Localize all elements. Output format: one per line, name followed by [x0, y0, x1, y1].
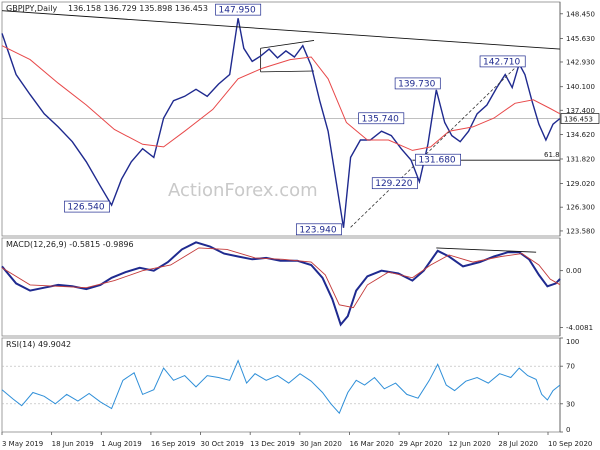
series-macd-line	[1, 241, 561, 327]
price-annotation-box	[64, 200, 110, 213]
series-trendline-line	[1, 10, 561, 50]
chart-title: GBPJPY,Daily	[6, 4, 57, 13]
price-tick-label: 134.620	[566, 131, 595, 139]
price-tick-label: 137.400	[566, 107, 595, 115]
x-tick-label: 3 May 2019	[2, 440, 43, 448]
macd-title: MACD(12,26,9) -0.5815 -0.9896	[6, 240, 134, 249]
series-trendline-line	[436, 247, 537, 253]
price-tick-label: 131.820	[566, 155, 595, 163]
price-annotation-box	[479, 55, 526, 68]
rsi-title: RSI(14) 49.9042	[6, 340, 71, 349]
x-tick-label: 29 Apr 2020	[399, 440, 442, 448]
price-tick-label: 148.450	[566, 10, 595, 18]
watermark: ActionForex.com	[168, 180, 318, 201]
series-gbpjpy-line	[1, 18, 561, 228]
series-rsi-line	[1, 359, 561, 415]
price-tick-label: 145.630	[566, 35, 595, 43]
price-tick-label: 126.300	[566, 204, 595, 212]
x-tick-label: 1 Aug 2019	[101, 440, 141, 448]
series-channel-line	[350, 63, 520, 228]
price-annotation-label: 123.940	[299, 225, 336, 235]
macd-tick-label: -4.0081	[566, 324, 593, 332]
rsi-tick-label: 0	[566, 426, 570, 434]
rsi-panel: 100 70 30 0 RSI(14) 49.9042	[1, 337, 579, 434]
x-tick-label: 13 Dec 2019	[250, 440, 295, 448]
current-price-box	[560, 113, 600, 124]
price-annotation-label: 131.680	[418, 156, 455, 166]
rsi-tick-label: 70	[566, 363, 575, 371]
price-annotation-label: 129.220	[375, 179, 412, 189]
x-tick-label: 28 Jul 2020	[498, 440, 538, 448]
price-tick-label: 123.580	[566, 227, 595, 235]
macd-tick-label: 0.00	[566, 267, 582, 275]
x-tick-label: 30 Jan 2020	[300, 440, 342, 448]
x-tick-label: 16 Mar 2020	[349, 440, 393, 448]
x-tick-label: 18 Jun 2019	[52, 440, 94, 448]
x-tick-label: 30 Oct 2019	[201, 440, 244, 448]
price-annotation-label: 135.740	[362, 114, 399, 124]
series-signal-line	[1, 247, 561, 309]
price-tick-label: 142.930	[566, 58, 595, 66]
price-tick-label: 140.100	[566, 83, 595, 91]
rsi-tick-label: 100	[566, 338, 579, 346]
price-tick-label: 129.020	[566, 180, 595, 188]
price-annotation-box	[415, 153, 461, 166]
fib-label: 61.8	[544, 151, 560, 159]
consolidation-box	[260, 40, 315, 73]
price-annotation-box	[295, 223, 342, 236]
macd-panel: 0.00 -4.0081 MACD(12,26,9) -0.5815 -0.9896	[1, 237, 593, 337]
price-annotation-box	[371, 177, 418, 190]
x-tick-label: 16 Sep 2019	[151, 440, 195, 448]
price-panel: 123.580 126.300 129.020 131.820 134.620 137.4…	[1, 1, 600, 237]
price-annotation-label: 142.710	[483, 57, 520, 67]
x-axis: 3 May 2019 18 Jun 2019 1 Aug 2019 16 Sep 20…	[1, 432, 592, 448]
rsi-tick-label: 30	[566, 400, 575, 408]
price-annotation-label: 147.950	[219, 6, 256, 16]
price-annotation-label: 139.730	[398, 79, 435, 89]
x-tick-label: 12 Jun 2020	[449, 440, 491, 448]
x-tick-label: 10 Sep 2020	[548, 440, 592, 448]
series-ma-line	[1, 45, 561, 151]
price-annotation-box	[215, 3, 262, 16]
current-price-label: 136.453	[564, 116, 593, 124]
price-annotation-box	[358, 112, 405, 125]
price-annotation-label: 126.540	[67, 203, 104, 213]
price-annotation-box	[394, 77, 441, 90]
ohlc-header: 136.158 136.729 135.898 136.453	[68, 4, 208, 13]
